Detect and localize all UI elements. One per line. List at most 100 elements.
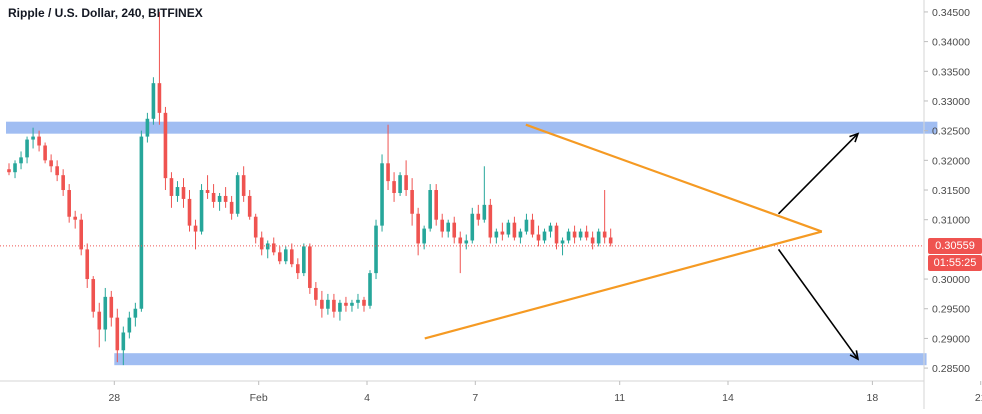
candle-body [169, 178, 174, 196]
x-tick-label: Feb [250, 392, 268, 404]
candle-body [530, 219, 535, 235]
candle-body [139, 136, 144, 309]
horizontal-zone [114, 353, 927, 366]
candle-body [446, 222, 451, 232]
candle-body [43, 145, 47, 161]
candle-body [115, 317, 120, 351]
candle-body [109, 296, 114, 318]
candle-body [524, 219, 529, 232]
y-tick-label: 0.33000 [932, 96, 970, 108]
candle-body [289, 249, 294, 265]
candle-body [476, 213, 481, 220]
candle-body [506, 222, 511, 235]
x-tick-label: 28 [108, 392, 120, 404]
candle-body [386, 163, 390, 182]
candle-body [103, 296, 108, 330]
candle-body [338, 302, 342, 312]
candle-body [223, 195, 228, 202]
y-tick-label: 0.31000 [932, 215, 970, 227]
candle-body [19, 157, 23, 164]
candle-body [127, 317, 132, 333]
candle-body [121, 332, 126, 351]
candle-body [584, 231, 589, 238]
candle-body [314, 287, 318, 300]
candle-body [572, 231, 577, 238]
candle-body [560, 240, 565, 244]
y-tick-label: 0.32000 [932, 155, 970, 167]
x-tick-label: 11 [614, 392, 625, 404]
candle-body [259, 237, 264, 250]
candle-body [151, 83, 156, 119]
candle-body [37, 136, 41, 146]
candle-body [350, 302, 354, 306]
candle-body [602, 231, 607, 238]
candle-body [79, 219, 84, 250]
x-tick-label: 18 [867, 392, 879, 404]
candle-body [7, 169, 11, 173]
candle-body [31, 136, 35, 140]
candle-body [97, 311, 102, 330]
candle-body [566, 231, 571, 241]
x-tick-label: 7 [472, 392, 478, 404]
x-tick-label: 14 [722, 392, 734, 404]
candle-body [133, 308, 138, 318]
candle-body [416, 213, 420, 244]
candle-body [211, 192, 216, 202]
zone-layer [6, 121, 938, 366]
candle-body [518, 231, 523, 238]
arrow-up [777, 133, 859, 215]
candle-body [199, 190, 204, 232]
candle-body [536, 234, 541, 241]
horizontal-zone [6, 121, 938, 134]
candle-body [13, 163, 17, 173]
candle-body [85, 249, 90, 280]
candle-body [422, 228, 426, 244]
arrow-down [777, 248, 859, 360]
y-tick-label: 0.31500 [932, 185, 970, 197]
candle-body [482, 204, 487, 220]
y-tick-label: 0.33500 [932, 66, 970, 78]
candle-body [344, 302, 348, 306]
candle-body [25, 139, 29, 158]
candle-body [326, 299, 330, 309]
last-price-tag: 0.30559 [928, 237, 982, 254]
candle-body [163, 112, 168, 179]
candle-body [235, 175, 240, 214]
candle-body [283, 249, 288, 262]
candle-body [320, 299, 324, 309]
candle-body [49, 160, 53, 167]
candle-body [494, 231, 499, 238]
triangle-upper-line [525, 123, 823, 233]
candle-body [374, 225, 378, 274]
candle-body [398, 175, 402, 193]
candle-body [332, 299, 336, 312]
candle-body [61, 175, 65, 191]
chart-title: Ripple / U.S. Dollar, 240, BITFINEX [8, 6, 203, 20]
arrow-head [849, 132, 860, 143]
candle-body [296, 264, 300, 274]
candle-body [67, 190, 71, 217]
y-tick-label: 0.32500 [932, 126, 970, 138]
candle-body [265, 243, 270, 250]
candle-body [241, 175, 246, 196]
candle-body [217, 195, 222, 202]
countdown-tag: 01:55:25 [928, 254, 982, 271]
candle-body [470, 213, 475, 241]
candle-body [512, 222, 517, 238]
candle-body [193, 225, 198, 232]
candle-body [362, 299, 366, 306]
candle-body [410, 190, 414, 214]
y-tick-label: 0.30000 [932, 274, 970, 286]
candle-body [464, 240, 469, 244]
candle-body [271, 243, 276, 253]
candle-body [542, 231, 547, 241]
candle-body [596, 231, 601, 244]
candle-body [428, 190, 432, 229]
y-tick-label: 0.34500 [932, 7, 970, 19]
candle-body [253, 216, 258, 238]
candle-body [548, 225, 553, 232]
candle-body [229, 201, 234, 214]
